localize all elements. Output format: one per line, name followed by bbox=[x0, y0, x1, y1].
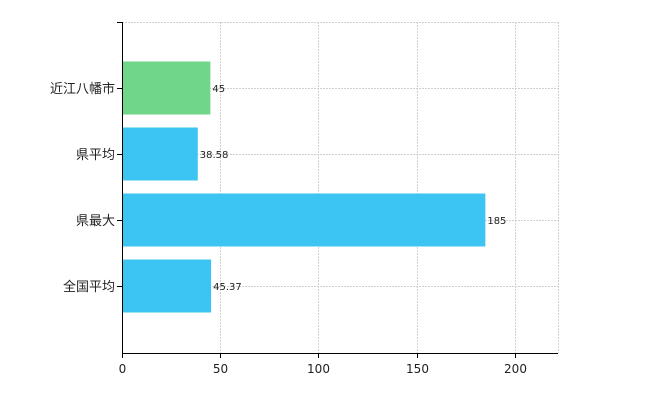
x-tick-label: 150 bbox=[406, 362, 429, 376]
bar bbox=[122, 61, 211, 115]
category-label: 県最大 bbox=[76, 214, 115, 229]
category-label: 県平均 bbox=[76, 148, 115, 163]
x-tick-label: 100 bbox=[307, 362, 330, 376]
x-tick-label: 200 bbox=[504, 362, 527, 376]
axis-layer bbox=[117, 22, 558, 358]
bar-layer bbox=[122, 61, 486, 313]
category-label: 全国平均 bbox=[63, 279, 115, 295]
bar-value-label: 45 bbox=[212, 84, 225, 95]
bar bbox=[122, 193, 486, 247]
bar bbox=[122, 127, 198, 181]
bar-value-label: 185 bbox=[487, 216, 506, 227]
bar bbox=[122, 259, 212, 313]
category-label: 近江八幡市 bbox=[50, 81, 115, 97]
x-tick-label: 0 bbox=[119, 362, 127, 376]
bar-value-label: 38.58 bbox=[200, 150, 229, 161]
bar-value-label: 45.37 bbox=[213, 282, 242, 293]
x-tick-label: 50 bbox=[213, 362, 228, 376]
